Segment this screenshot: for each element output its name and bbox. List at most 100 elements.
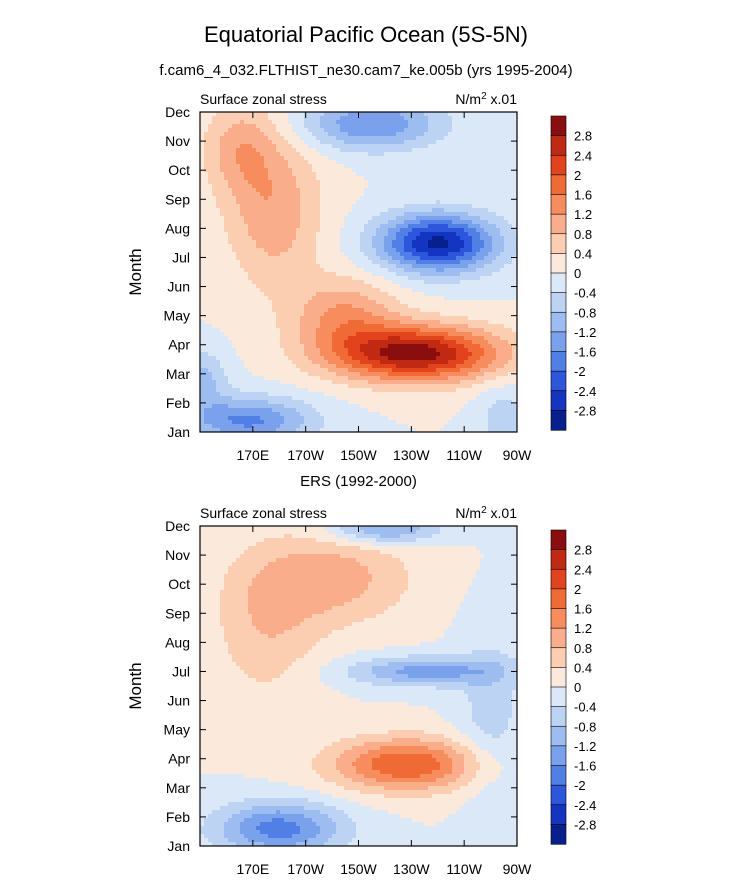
field-cell (428, 144, 433, 149)
field-cell (436, 420, 441, 425)
field-cell (396, 296, 401, 301)
field-cell (220, 408, 225, 413)
field-cell (444, 140, 449, 145)
field-cell (340, 324, 345, 329)
field-cell (208, 204, 213, 209)
field-cell (392, 212, 397, 217)
field-cell (256, 136, 261, 141)
field-cell (304, 308, 309, 313)
field-cell (396, 428, 401, 433)
field-cell (232, 224, 237, 229)
field-cell (440, 268, 445, 273)
field-cell (268, 132, 273, 137)
field-cell (372, 232, 377, 237)
field-cell (208, 344, 213, 349)
field-cell (380, 424, 385, 429)
field-cell (356, 132, 361, 137)
field-cell (292, 240, 297, 245)
field-cell (384, 336, 389, 341)
field-cell (220, 168, 225, 173)
field-cell (344, 220, 349, 225)
field-cell (356, 124, 361, 129)
field-cell (220, 124, 225, 129)
field-cell (396, 204, 401, 209)
field-cell (416, 388, 421, 393)
field-cell (356, 268, 361, 273)
field-cell (220, 228, 225, 233)
field-cell (272, 360, 277, 365)
field-cell (208, 156, 213, 161)
field-cell (228, 156, 233, 161)
field-cell (368, 140, 373, 145)
field-cell (292, 168, 297, 173)
field-cell (388, 392, 393, 397)
field-cell (288, 412, 293, 417)
field-cell (380, 420, 385, 425)
field-cell (212, 128, 217, 133)
field-cell (296, 420, 301, 425)
field-cell (448, 204, 453, 209)
field-cell (444, 160, 449, 165)
field-cell (308, 128, 313, 133)
field-cell (284, 404, 289, 409)
field-cell (336, 260, 341, 265)
field-cell (368, 356, 373, 361)
field-cell (392, 364, 397, 369)
field-cell (352, 152, 357, 157)
field-cell (344, 300, 349, 305)
field-cell (296, 228, 301, 233)
field-cell (308, 392, 313, 397)
field-cell (224, 296, 229, 301)
field-cell (436, 372, 441, 377)
field-cell (404, 192, 409, 197)
field-cell (232, 204, 237, 209)
field-cell (296, 200, 301, 205)
field-cell (336, 196, 341, 201)
field-cell (236, 280, 241, 285)
field-cell (304, 128, 309, 133)
field-cell (232, 156, 237, 161)
field-cell (228, 188, 233, 193)
field-cell (348, 156, 353, 161)
field-cell (276, 168, 281, 173)
field-cell (336, 264, 341, 269)
field-cell (388, 140, 393, 145)
field-cell (432, 408, 437, 413)
field-cell (416, 312, 421, 317)
field-cell (272, 344, 277, 349)
field-cell (224, 348, 229, 353)
field-cell (320, 216, 325, 221)
field-cell (404, 260, 409, 265)
field-cell (344, 288, 349, 293)
field-cell (288, 208, 293, 213)
field-cell (412, 304, 417, 309)
field-cell (376, 160, 381, 165)
field-cell (428, 380, 433, 385)
field-cell (396, 420, 401, 425)
field-cell (404, 368, 409, 373)
field-cell (300, 400, 305, 405)
field-cell (220, 156, 225, 161)
field-cell (268, 128, 273, 133)
field-cell (232, 284, 237, 289)
field-cell (380, 240, 385, 245)
field-cell (316, 260, 321, 265)
field-cell (340, 376, 345, 381)
field-cell (340, 132, 345, 137)
field-cell (288, 236, 293, 241)
field-cell (240, 348, 245, 353)
field-cell (360, 112, 365, 117)
field-cell (268, 412, 273, 417)
field-cell (260, 144, 265, 149)
field-cell (276, 232, 281, 237)
field-cell (400, 416, 405, 421)
field-cell (384, 196, 389, 201)
field-cell (260, 288, 265, 293)
field-cell (268, 244, 273, 249)
field-cell (320, 304, 325, 309)
field-cell (224, 116, 229, 121)
field-cell (384, 348, 389, 353)
field-cell (364, 332, 369, 337)
field-cell (424, 276, 429, 281)
field-cell (408, 184, 413, 189)
